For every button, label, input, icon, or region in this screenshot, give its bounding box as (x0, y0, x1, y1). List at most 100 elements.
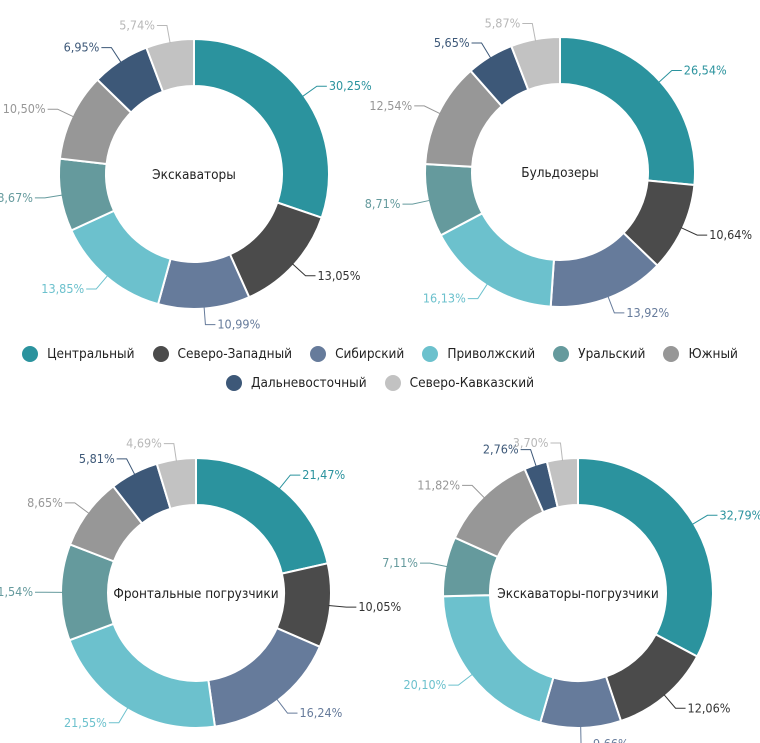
leader-backhoe-loaders-northcaucasus (550, 442, 564, 461)
label-excavators-northwest: 13,05% (318, 268, 361, 283)
leader-bulldozers-central (658, 70, 682, 83)
donut-title-bulldozers: Бульдозеры (521, 165, 599, 181)
leader-front-loaders-siberian (276, 698, 298, 714)
slice-backhoe-loaders-central (577, 456, 714, 658)
leader-bulldozers-siberian (607, 295, 625, 314)
legend-item-central: Центральный (22, 346, 135, 362)
label-front-loaders-ural: 11,54% (0, 584, 33, 599)
legend-item-ural: Уральский (553, 346, 645, 362)
label-front-loaders-south: 8,65% (27, 495, 63, 510)
leader-excavators-northcaucasus (156, 24, 171, 44)
donut-bulldozers: 26,54% 10,64% 13,92% 16,13% 8,71% 12,54% 5,65%… (365, 16, 753, 320)
label-backhoe-loaders-volga: 20,10% (403, 677, 446, 692)
legend-label-ural: Уральский (578, 346, 646, 362)
slice-bulldozers-central (559, 35, 696, 187)
label-backhoe-loaders-south: 11,82% (417, 477, 460, 492)
slice-backhoe-loaders-northcaucasus (545, 456, 579, 509)
legend-label-northcaucasus: Северо-Кавказский (409, 375, 535, 391)
legend-swatch-siberian (310, 346, 327, 362)
legend-swatch-ural (553, 346, 570, 362)
leader-bulldozers-volga (467, 283, 488, 300)
legend-label-volga: Приволжский (447, 346, 536, 362)
leader-excavators-south (47, 108, 75, 118)
legend-label-south: Южный (688, 346, 738, 362)
label-backhoe-loaders-siberian: 9,66% (593, 736, 629, 743)
legend-swatch-volga (422, 346, 439, 362)
leader-bulldozers-northcaucasus (522, 23, 537, 42)
legend-label-siberian: Сибирский (335, 346, 405, 362)
label-backhoe-loaders-central: 32,79% (719, 507, 760, 522)
leader-front-loaders-northcaucasus (163, 443, 177, 462)
label-front-loaders-fareast: 5,81% (79, 451, 115, 466)
label-excavators-volga: 13,85% (41, 281, 84, 296)
donut-title-excavators: Экскаваторы (152, 167, 236, 183)
legend-swatch-central (22, 346, 39, 362)
legend-label-central: Центральный (47, 346, 135, 362)
legend-item-volga: Приволжский (422, 346, 535, 362)
label-front-loaders-volga: 21,55% (64, 715, 107, 730)
leader-backhoe-loaders-fareast (520, 449, 537, 467)
leader-front-loaders-northwest (328, 604, 357, 608)
legend-swatch-northcaucasus (384, 375, 401, 391)
label-bulldozers-fareast: 5,65% (434, 35, 470, 50)
legend: Центральный Северо-Западный Сибирский Пр… (0, 346, 760, 404)
leader-backhoe-loaders-volga (448, 673, 473, 686)
legend-label-fareast: Дальневосточный (250, 375, 367, 391)
slice-excavators-central (193, 37, 330, 219)
slice-bulldozers-northcaucasus (510, 35, 561, 92)
label-backhoe-loaders-fareast: 2,76% (483, 442, 519, 457)
label-excavators-siberian: 10,99% (217, 317, 260, 332)
label-front-loaders-northcaucasus: 4,69% (126, 436, 162, 451)
label-bulldozers-south: 12,54% (369, 98, 412, 113)
label-front-loaders-siberian: 16,24% (299, 705, 342, 720)
leader-front-loaders-volga (108, 707, 129, 724)
leader-excavators-ural (34, 194, 63, 199)
donut-title-front-loaders: Фронтальные погрузчики (113, 586, 278, 602)
leader-front-loaders-south (64, 502, 90, 515)
label-bulldozers-northcaucasus: 5,87% (485, 16, 521, 31)
leader-excavators-siberian (203, 306, 216, 326)
slice-front-loaders-northcaucasus (155, 456, 197, 511)
legend-item-south: Южный (663, 346, 738, 362)
leader-bulldozers-northwest (680, 227, 708, 236)
leader-excavators-fareast (101, 47, 122, 63)
legend-swatch-south (663, 346, 680, 362)
legend-item-northcaucasus: Северо-Кавказский (384, 375, 535, 391)
donut-title-backhoe-loaders: Экскаваторы-погрузчики (497, 586, 658, 602)
leader-bulldozers-ural (402, 199, 431, 205)
legend-swatch-fareast (225, 375, 242, 391)
slice-front-loaders-volga (68, 622, 217, 729)
leader-backhoe-loaders-northwest (663, 694, 686, 709)
label-bulldozers-central: 26,54% (684, 63, 727, 78)
label-bulldozers-ural: 8,71% (365, 196, 401, 211)
slice-backhoe-loaders-volga (442, 594, 555, 724)
legend-row-2: Дальневосточный Северо-Кавказский (0, 375, 760, 391)
leader-backhoe-loaders-south (462, 484, 486, 499)
leader-front-loaders-fareast (116, 458, 136, 476)
label-excavators-northcaucasus: 5,74% (119, 17, 155, 32)
leader-excavators-volga (86, 274, 109, 290)
label-excavators-central: 30,25% (329, 78, 372, 93)
label-backhoe-loaders-northwest: 12,06% (688, 700, 731, 715)
label-front-loaders-central: 21,47% (302, 467, 345, 482)
leader-bulldozers-fareast (471, 42, 492, 59)
donut-excavators: 30,25% 13,05% 10,99% 13,85% 8,67% 10,50% 6,95%… (0, 17, 372, 331)
donut-backhoe-loaders: 32,79% 12,06% 9,66% 20,10% 7,11% 11,82% 2,76%3… (382, 435, 760, 743)
leader-backhoe-loaders-central (691, 514, 718, 525)
legend-item-northwest: Северо-Западный (152, 346, 293, 362)
slice-excavators-volga (70, 209, 172, 306)
label-front-loaders-northwest: 10,05% (358, 599, 401, 614)
legend-label-northwest: Северо-Западный (177, 346, 293, 362)
label-excavators-ural: 8,67% (0, 190, 33, 205)
leader-backhoe-loaders-ural (419, 562, 448, 568)
legend-row-1: Центральный Северо-Западный Сибирский Пр… (0, 346, 760, 362)
label-bulldozers-northwest: 10,64% (709, 227, 752, 242)
label-excavators-fareast: 6,95% (64, 40, 100, 55)
leader-bulldozers-south (414, 105, 441, 115)
label-bulldozers-siberian: 13,92% (626, 305, 669, 320)
legend-item-fareast: Дальневосточный (225, 375, 367, 391)
legend-swatch-northwest (152, 346, 169, 362)
label-excavators-south: 10,50% (3, 101, 46, 116)
label-bulldozers-volga: 16,13% (423, 291, 466, 306)
